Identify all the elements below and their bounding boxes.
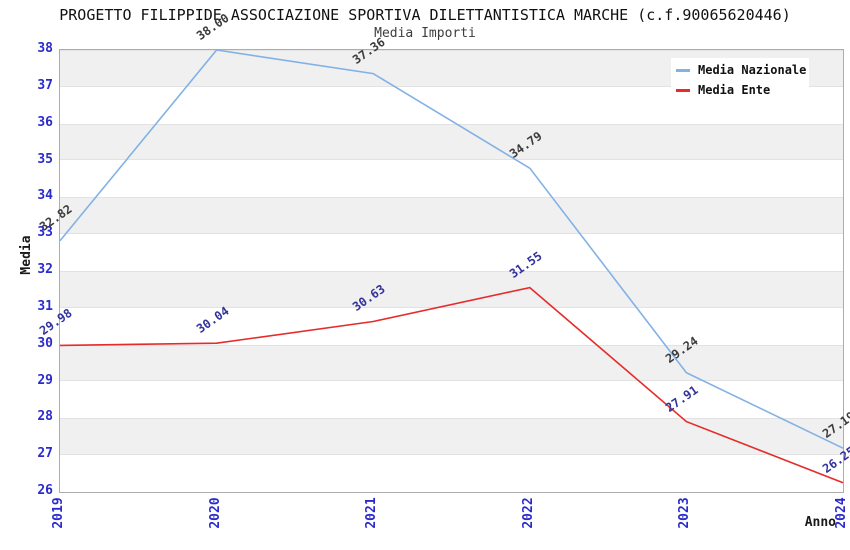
x-tick-label: 2023 xyxy=(677,497,693,529)
series-line-media-nazionale xyxy=(59,49,844,449)
x-tick-label: 2019 xyxy=(51,497,66,529)
x-tick-label: 2022 xyxy=(520,497,536,529)
legend-swatch-icon xyxy=(676,88,690,92)
y-tick-label: 32 xyxy=(37,262,53,277)
grid-band xyxy=(60,344,843,382)
y-tick-label: 37 xyxy=(37,77,53,93)
y-tick-label: 38 xyxy=(37,41,53,56)
y-tick-label: 27 xyxy=(37,446,53,462)
y-tick-label: 30 xyxy=(37,335,53,351)
y-tick-label: 29 xyxy=(37,372,53,388)
legend-swatch-icon xyxy=(676,68,690,72)
grid-band xyxy=(60,418,843,456)
x-axis-label: Anno xyxy=(804,515,836,530)
legend-item-media-ente: Media Ente xyxy=(671,80,809,100)
x-tick-label: 2021 xyxy=(364,497,380,529)
legend: Media Nazionale Media Ente xyxy=(671,58,809,104)
y-tick-label: 26 xyxy=(37,483,53,498)
grid-band xyxy=(60,271,843,308)
y-tick-label: 33 xyxy=(37,225,53,241)
x-tick-label: 2024 xyxy=(834,497,849,529)
series-lines xyxy=(59,49,844,484)
y-tick-label: 34 xyxy=(37,188,53,204)
chart-subtitle: Media Importi xyxy=(374,26,476,41)
grid-band xyxy=(60,197,843,235)
legend-label: Media Ente xyxy=(698,83,771,97)
chart-title: PROGETTO FILIPPIDE ASSOCIAZIONE SPORTIVA… xyxy=(59,6,791,24)
plot-area xyxy=(59,49,844,493)
grid-band xyxy=(60,123,843,161)
legend-item-media-nazionale: Media Nazionale xyxy=(671,60,809,80)
legend-label: Media Nazionale xyxy=(698,63,807,77)
y-tick-label: 28 xyxy=(37,409,53,425)
x-tick-label: 2020 xyxy=(207,497,223,529)
y-tick-label: 36 xyxy=(37,114,53,130)
series-line-media-ente xyxy=(59,286,844,484)
y-tick-label: 35 xyxy=(37,151,53,167)
y-tick-label: 31 xyxy=(37,298,53,314)
